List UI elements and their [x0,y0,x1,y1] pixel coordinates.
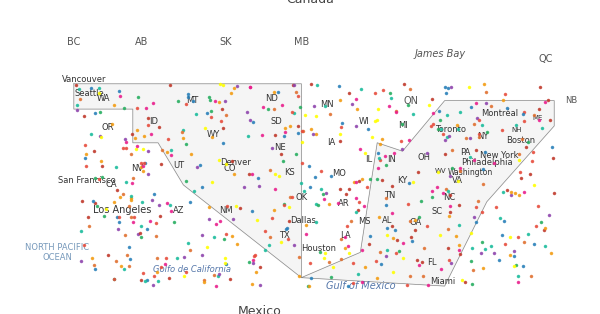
Text: QC: QC [539,53,553,63]
Text: PA: PA [461,149,471,157]
Text: MI: MI [398,122,407,130]
Text: James Bay: James Bay [415,49,466,59]
Text: Vancouver: Vancouver [62,75,106,84]
Text: MO: MO [332,170,346,178]
Text: Washington: Washington [448,168,493,177]
Text: GA: GA [409,218,421,227]
Text: CO: CO [223,164,236,173]
Text: AB: AB [134,37,148,47]
Text: AZ: AZ [173,206,185,215]
Text: ME: ME [532,115,542,121]
Text: Houston: Houston [301,244,336,253]
Text: FL: FL [427,258,437,267]
Text: BC: BC [67,37,80,47]
Text: AR: AR [338,199,349,208]
Text: ND: ND [265,94,278,103]
Text: KS: KS [284,168,295,177]
Text: Seattle: Seattle [74,89,104,98]
Text: IN: IN [387,155,396,164]
Text: NORTH PACIFIC
OCEAN: NORTH PACIFIC OCEAN [25,243,89,262]
Text: Gulf of Mexico: Gulf of Mexico [326,281,395,291]
Text: Boston: Boston [506,136,535,145]
Text: NE: NE [274,143,286,151]
Text: NH: NH [511,127,521,133]
Text: Los Angeles: Los Angeles [92,205,151,215]
Text: VA: VA [452,176,463,185]
Text: SD: SD [270,117,282,126]
Text: Mexico: Mexico [238,305,281,314]
Text: MT: MT [185,96,198,105]
Text: NC: NC [443,193,455,202]
Text: Montréal: Montréal [481,109,518,118]
Text: ID: ID [149,117,158,126]
Text: NY: NY [477,132,488,141]
Text: Denver: Denver [220,158,251,167]
Text: WA: WA [97,95,110,104]
Text: Toronto: Toronto [435,125,466,134]
Text: AL: AL [382,216,392,225]
Text: Canada: Canada [286,0,334,6]
Text: Golfo de California: Golfo de California [153,265,231,274]
Text: WV: WV [434,168,446,175]
Text: MS: MS [358,217,371,226]
Text: NM: NM [219,206,232,215]
Text: LA: LA [340,231,350,240]
Text: WI: WI [359,117,370,126]
Polygon shape [74,84,554,286]
Text: Philadelphia: Philadelphia [461,158,512,167]
Text: San Francisco: San Francisco [58,176,115,185]
Text: NV: NV [131,164,143,173]
Text: IA: IA [327,138,335,147]
Text: IL: IL [365,155,373,164]
Text: WY: WY [206,130,220,139]
Text: NB: NB [565,96,577,105]
Text: ON: ON [403,96,418,106]
Text: CA: CA [106,181,118,189]
Text: SK: SK [219,37,232,47]
Text: MB: MB [294,37,309,47]
Text: SC: SC [431,207,443,216]
Text: OR: OR [101,123,114,132]
Text: TN: TN [384,191,395,199]
Text: OK: OK [295,193,307,202]
Text: TX: TX [279,231,290,240]
Text: UT: UT [173,161,185,170]
Text: OH: OH [417,153,430,162]
Text: Dallas: Dallas [290,216,316,225]
Text: MN: MN [320,100,334,109]
Text: Miami: Miami [430,277,455,285]
Text: KY: KY [397,176,407,185]
Text: New York: New York [480,151,518,160]
